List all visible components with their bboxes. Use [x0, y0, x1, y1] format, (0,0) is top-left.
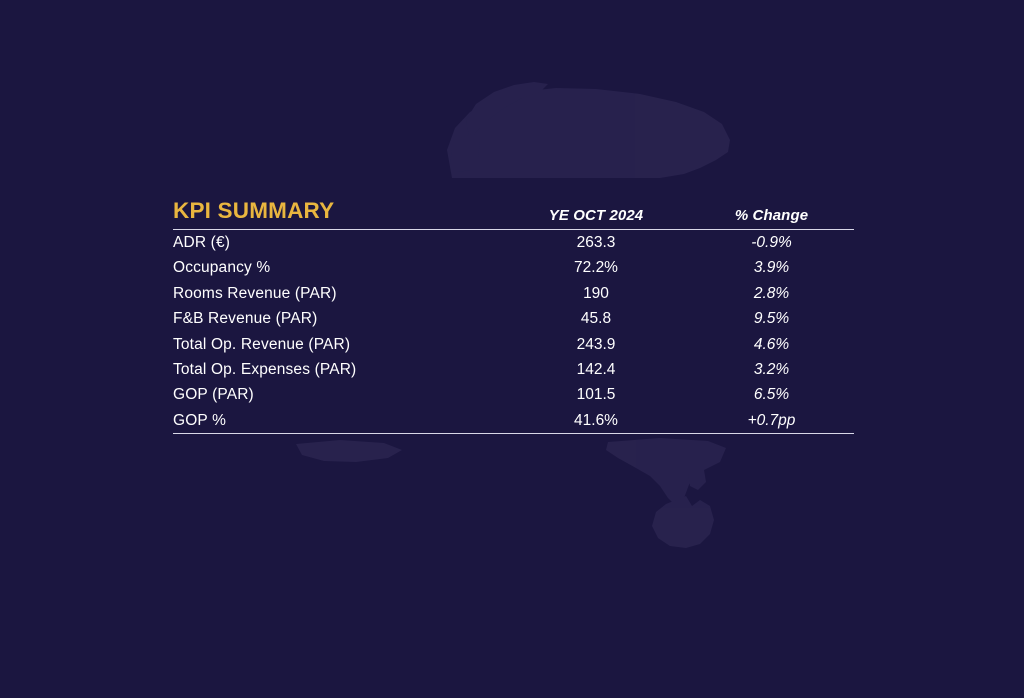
row-value: 243.9: [576, 335, 616, 353]
table-row: Occupancy % 72.2% 3.9%: [173, 255, 854, 280]
table-row: ADR (€) 263.3 -0.9%: [173, 230, 854, 256]
row-change: 3.2%: [753, 361, 790, 379]
table-row: Total Op. Expenses (PAR) 142.4 3.2%: [173, 357, 854, 382]
map-landmass-arc: [466, 82, 548, 142]
table-row: GOP % 41.6% +0.7pp: [173, 407, 854, 435]
row-label: GOP %: [173, 407, 503, 435]
kpi-table-header: KPI SUMMARY YE OCT 2024 % Change: [173, 198, 854, 230]
table-row: F&B Revenue (PAR) 45.8 9.5%: [173, 306, 854, 331]
kpi-table-body: ADR (€) 263.3 -0.9% Occupancy % 72.2% 3.…: [173, 230, 854, 435]
row-change: +0.7pp: [689, 407, 854, 435]
row-value: 101.5: [576, 386, 616, 404]
row-value: 45.8: [580, 310, 612, 328]
row-label: Total Op. Revenue (PAR): [173, 335, 351, 353]
row-change: 9.5%: [753, 310, 790, 328]
row-value: 190: [583, 284, 609, 302]
row-change: 4.6%: [753, 335, 790, 353]
row-change: 2.8%: [753, 284, 790, 302]
row-label: F&B Revenue (PAR): [173, 310, 318, 328]
row-value: 142.4: [576, 361, 616, 379]
row-change: 6.5%: [753, 386, 790, 404]
map-landmass-north: [447, 88, 730, 178]
row-label: Total Op. Expenses (PAR): [173, 361, 357, 379]
map-landmass-tail: [688, 466, 706, 490]
row-value: 41.6%: [503, 407, 689, 435]
row-label: ADR (€): [173, 234, 231, 251]
map-landmass-peninsula: [652, 496, 714, 548]
kpi-summary-title: KPI SUMMARY: [173, 198, 503, 230]
row-label: GOP (PAR): [173, 386, 254, 404]
row-label: Rooms Revenue (PAR): [173, 284, 337, 302]
row-label: Occupancy %: [173, 259, 271, 277]
column-header-period: YE OCT 2024: [503, 198, 689, 230]
kpi-summary-table: KPI SUMMARY YE OCT 2024 % Change ADR (€)…: [173, 198, 854, 435]
row-value: 72.2%: [574, 259, 618, 277]
table-row: GOP (PAR) 101.5 6.5%: [173, 382, 854, 407]
kpi-header-row: KPI SUMMARY YE OCT 2024 % Change: [173, 198, 854, 230]
row-change: 3.9%: [753, 259, 790, 277]
table-row: Rooms Revenue (PAR) 190 2.8%: [173, 281, 854, 306]
row-change: -0.9%: [751, 234, 792, 251]
table-row: Total Op. Revenue (PAR) 243.9 4.6%: [173, 332, 854, 357]
kpi-summary-block: KPI SUMMARY YE OCT 2024 % Change ADR (€)…: [173, 198, 854, 435]
map-landmass-west-strip: [296, 440, 402, 462]
map-landmass-east-mass: [606, 438, 726, 506]
row-value: 263.3: [576, 234, 616, 251]
column-header-change: % Change: [689, 198, 854, 230]
map-landmass-blob-left: [450, 134, 480, 172]
